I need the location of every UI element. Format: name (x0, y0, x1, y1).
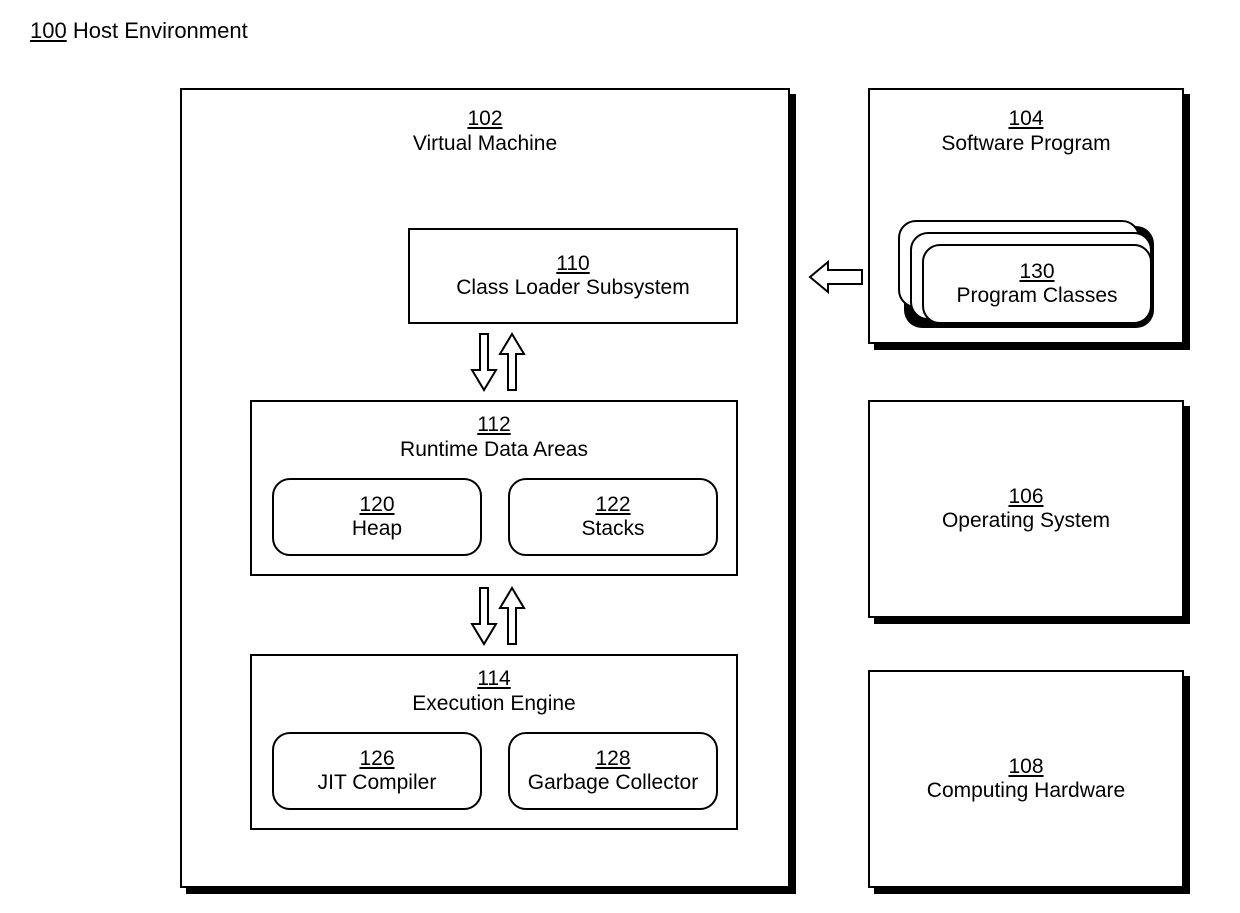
gc-number: 128 (595, 747, 630, 771)
title-number: 100 (30, 18, 67, 43)
program-classes-stack: 130 Program Classes (898, 220, 1154, 328)
software-program-label: 104 Software Program (870, 106, 1182, 156)
exec-number: 114 (477, 666, 510, 691)
exec-text: Execution Engine (412, 692, 575, 715)
stacks-number: 122 (595, 493, 630, 517)
title-text: Host Environment (73, 18, 248, 43)
program-classes-text: Program Classes (956, 284, 1117, 308)
jit-label: 126 JIT Compiler (274, 734, 480, 808)
class-loader-text: Class Loader Subsystem (456, 276, 689, 300)
software-program-number: 104 (1008, 106, 1043, 131)
heap-box: 120 Heap (272, 478, 482, 556)
vm-text: Virtual Machine (413, 132, 557, 155)
gc-box: 128 Garbage Collector (508, 732, 718, 810)
diagram-canvas: 100 Host Environment 102 Virtual Machine… (0, 0, 1240, 913)
os-box: 106 Operating System (868, 400, 1184, 618)
vm-number: 102 (467, 106, 502, 131)
software-program-text: Software Program (941, 132, 1110, 155)
jit-text: JIT Compiler (318, 771, 437, 795)
class-loader-number: 110 (556, 252, 589, 276)
jit-box: 126 JIT Compiler (272, 732, 482, 810)
vm-label: 102 Virtual Machine (182, 106, 788, 156)
diagram-title: 100 Host Environment (30, 18, 248, 44)
gc-label: 128 Garbage Collector (510, 734, 716, 808)
bidir-arrow-1 (466, 330, 526, 394)
stacks-text: Stacks (581, 517, 644, 541)
class-loader-box: 110 Class Loader Subsystem (408, 228, 738, 324)
bidir-arrow-2 (466, 584, 526, 648)
runtime-text: Runtime Data Areas (400, 438, 588, 461)
heap-text: Heap (352, 517, 402, 541)
arrow-into-vm (808, 262, 864, 292)
class-loader-label: 110 Class Loader Subsystem (410, 230, 736, 322)
jit-number: 126 (359, 747, 394, 771)
runtime-number: 112 (477, 412, 510, 437)
heap-label: 120 Heap (274, 480, 480, 554)
hw-box: 108 Computing Hardware (868, 670, 1184, 888)
program-classes-label: 130 Program Classes (924, 246, 1150, 322)
hw-label: 108 Computing Hardware (870, 672, 1182, 886)
heap-number: 120 (359, 493, 394, 517)
program-classes-box: 130 Program Classes (922, 244, 1152, 324)
program-classes-number: 130 (1019, 260, 1054, 284)
os-label: 106 Operating System (870, 402, 1182, 616)
exec-label: 114 Execution Engine (252, 666, 736, 716)
stacks-label: 122 Stacks (510, 480, 716, 554)
hw-number: 108 (1008, 755, 1043, 779)
runtime-label: 112 Runtime Data Areas (252, 412, 736, 462)
gc-text: Garbage Collector (528, 771, 698, 795)
os-number: 106 (1008, 485, 1043, 509)
hw-text: Computing Hardware (927, 779, 1125, 803)
os-text: Operating System (942, 509, 1110, 533)
stacks-box: 122 Stacks (508, 478, 718, 556)
